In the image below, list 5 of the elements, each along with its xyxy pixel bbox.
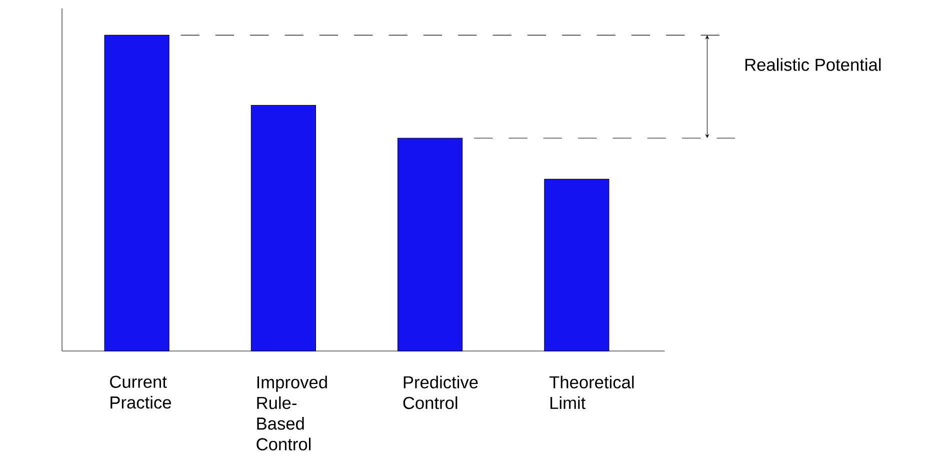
x-tick-label: Current Practice: [110, 376, 172, 409]
text: Realistic Potential: [745, 58, 881, 71]
x-tick-label: Predictive Control: [403, 376, 478, 410]
x-tick-label: Theoretical Limit: [549, 376, 634, 410]
x-tick-label: Improved Rule-Based Control: [256, 376, 327, 450]
